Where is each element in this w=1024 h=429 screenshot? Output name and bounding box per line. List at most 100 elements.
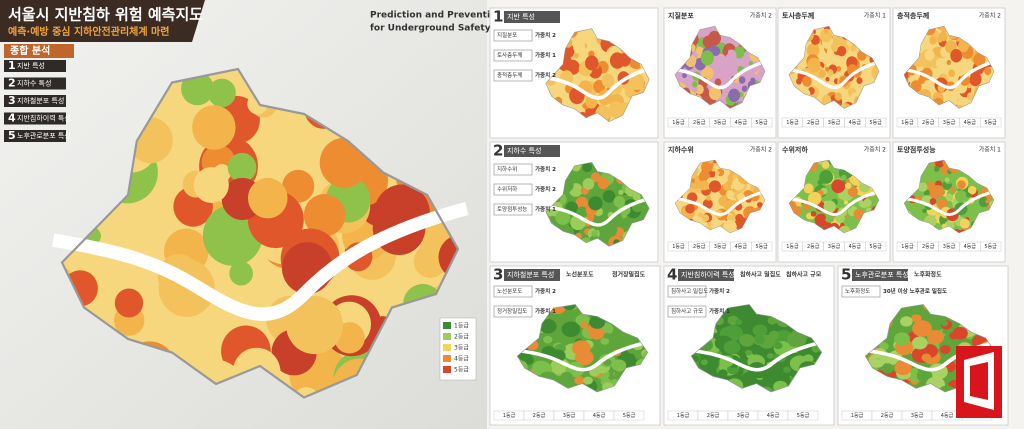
map-region	[848, 208, 855, 216]
map-region	[823, 29, 829, 35]
map-region	[613, 195, 626, 208]
factor-name: 노후화정도	[845, 288, 870, 295]
summary-label: 지하철분포 특성	[17, 96, 64, 105]
map-region	[603, 332, 611, 339]
section-number: 2	[493, 142, 503, 160]
factor-name: 지하수위	[497, 165, 517, 173]
factor-panel-weight: 가중치 2	[864, 146, 886, 154]
grade-label: 5등급	[755, 244, 768, 250]
river	[901, 189, 997, 216]
map-region	[707, 222, 712, 227]
map-region	[701, 161, 713, 173]
map-region	[725, 190, 735, 199]
factor-panel-weight: 가중치 2	[979, 12, 1001, 20]
grade-label: 3등급	[911, 413, 924, 419]
map-region	[853, 208, 864, 220]
map-region	[946, 59, 952, 66]
map-region	[968, 72, 982, 87]
legend-label: 1등급	[454, 323, 469, 330]
map-border	[545, 28, 650, 122]
map-region	[733, 46, 745, 59]
summary-number: 5	[8, 129, 16, 142]
grade-label: 5등급	[869, 120, 882, 126]
map-region	[697, 212, 703, 218]
grade-label: 3등급	[828, 244, 841, 250]
section-tab	[852, 269, 908, 281]
section-title: 지하철분포 특성	[507, 270, 554, 279]
map-region	[803, 183, 814, 194]
section-title: 지하수 특성	[507, 146, 541, 155]
factor-weight: 가중치 2	[535, 71, 556, 79]
map-region	[582, 162, 593, 173]
map-region	[819, 170, 834, 184]
map-region	[924, 49, 935, 61]
section-number: 1	[493, 8, 503, 26]
map-region	[825, 66, 830, 72]
map-region	[935, 57, 947, 70]
map-region	[908, 76, 914, 83]
map-region	[609, 52, 625, 69]
summary-label: 지반 특성	[17, 61, 45, 70]
map-region	[695, 46, 704, 55]
river	[786, 59, 882, 90]
map-region	[700, 50, 714, 66]
summary-label: 노후관로분포 특성	[17, 131, 71, 140]
section-number: 3	[493, 266, 503, 284]
map-region	[585, 55, 599, 71]
river	[687, 339, 826, 372]
map-region	[807, 57, 821, 73]
map-region	[600, 337, 610, 345]
summary-label: 지하수 특성	[17, 79, 51, 88]
map-title: 노후화정도	[914, 271, 942, 279]
map-border	[60, 67, 460, 399]
grade-label: 2등급	[693, 120, 706, 126]
map-border	[903, 25, 995, 109]
legend-swatch	[443, 355, 451, 362]
factor-box	[493, 203, 533, 216]
map-region	[936, 199, 946, 209]
map-region	[573, 52, 580, 59]
map-region	[838, 225, 851, 233]
grade-cell	[751, 117, 773, 128]
factor-weight: 30년 이상 노후관로 밀집도	[883, 287, 947, 295]
map-region	[912, 320, 933, 337]
map-border	[545, 161, 650, 247]
map-region	[913, 309, 920, 315]
map-region	[561, 321, 581, 338]
map-region	[588, 196, 603, 211]
map-region	[806, 43, 820, 58]
map-region	[560, 371, 573, 382]
river	[513, 339, 652, 372]
map-region	[700, 359, 708, 366]
summary-item-box	[4, 112, 66, 125]
grade-label: 1등급	[901, 120, 914, 126]
map-region	[573, 40, 586, 54]
grade-label: 4등급	[593, 413, 606, 419]
map-region	[723, 220, 737, 233]
grade-label: 4등급	[964, 120, 977, 126]
map-region	[840, 174, 847, 181]
factor-panel-title: 토사층두께	[782, 11, 814, 20]
map-region	[810, 211, 817, 217]
grade-label: 1등급	[672, 120, 685, 126]
section-title: 노후관로분포 특성	[855, 270, 909, 279]
map-region	[718, 369, 728, 378]
grade-label: 1등급	[672, 244, 685, 250]
section-tab	[504, 145, 560, 157]
map-region	[722, 182, 732, 191]
map-region	[706, 195, 712, 201]
map-region	[618, 189, 624, 195]
map-region	[282, 169, 315, 203]
logo	[956, 346, 1002, 418]
english-title: for Underground Safety	[370, 24, 491, 34]
summary-number: 1	[8, 59, 16, 72]
factor-name: 침하사고 규모	[671, 307, 703, 315]
legend-label: 2등급	[454, 334, 469, 341]
map-region	[922, 208, 927, 214]
map-region	[921, 353, 932, 362]
map-region	[948, 69, 956, 78]
grade-label: 3등급	[737, 413, 750, 419]
grade-label: 2등급	[881, 413, 894, 419]
map-region	[984, 67, 992, 75]
